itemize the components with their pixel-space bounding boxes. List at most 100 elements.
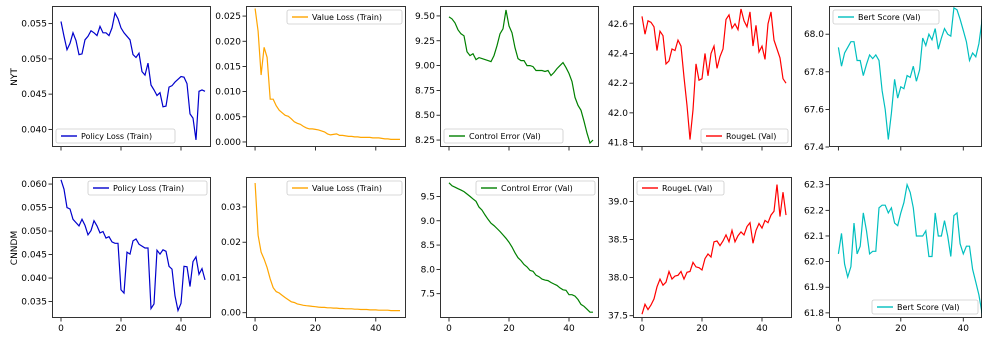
chart-9-legend: Bert Score (Val) — [871, 299, 979, 315]
chart-7-ytick-label: 8.0 — [421, 265, 436, 275]
chart-9-ytick-label: 62.3 — [804, 181, 824, 191]
chart-6-legend-box — [286, 180, 403, 196]
chart-1-legend: Value Loss (Train) — [286, 9, 403, 25]
chart-5-ytick-label: 0.060 — [21, 180, 47, 190]
chart-4-series-line — [837, 6, 982, 140]
chart-5-ytick-label: 0.055 — [21, 204, 47, 214]
chart-5-legend-label: Policy Loss (Train) — [113, 184, 184, 193]
chart-7-ytick-label: 9.5 — [421, 192, 435, 202]
chart-0-ytick-label: 0.040 — [21, 125, 47, 135]
chart-4-legend-label: Bert Score (Val) — [858, 13, 921, 22]
chart-9: 0 20 40 61.8 61.9 62.0 62.1 62.2 62.3 Bert Score … — [804, 177, 982, 334]
chart-1-ytick-label: 0.005 — [215, 113, 241, 123]
chart-9-ytick-label: 62.1 — [804, 232, 824, 242]
chart-8-ytick-label: 38.5 — [608, 235, 628, 245]
chart-0-series-line — [60, 11, 206, 140]
chart-9-ytick-label: 62.0 — [804, 258, 824, 268]
chart-5-ytick-label: 0.040 — [21, 274, 47, 284]
chart-2-series-line — [448, 9, 594, 145]
chart-6-xtick-label: 20 — [310, 324, 322, 334]
chart-5-ytick-label: 0.035 — [21, 298, 47, 308]
chart-9-legend-label: Bert Score (Val) — [897, 303, 960, 312]
chart-7-legend-label: Control Error (Val) — [501, 184, 573, 193]
chart-2-ytick-label: 9.25 — [415, 37, 435, 47]
chart-3: 41.8 42.0 42.2 42.4 42.6 RougeL (Val) — [608, 6, 792, 151]
chart-6-xtick-label: 40 — [370, 324, 382, 334]
chart-8-ytick-label: 37.5 — [608, 312, 628, 322]
chart-7-xtick-label: 0 — [446, 324, 452, 334]
chart-9-xtick-label: 40 — [958, 324, 970, 334]
chart-3-axes-frame — [633, 6, 792, 147]
chart-4-legend: Bert Score (Val) — [832, 9, 940, 25]
chart-7-axes-frame — [440, 177, 599, 318]
chart-8-legend-box — [636, 180, 725, 196]
chart-7-legend: Control Error (Val) — [475, 180, 596, 196]
chart-0-ytick-label: 0.050 — [21, 55, 47, 65]
chart-6-legend-label: Value Loss (Train) — [312, 184, 382, 193]
chart-8-ytick-label: 39.0 — [608, 197, 628, 207]
chart-2-ytick-label: 8.25 — [415, 136, 435, 146]
chart-1-ytick-label: 0.000 — [215, 138, 241, 148]
chart-5-series-line — [60, 179, 206, 313]
chart-2-ytick-label: 8.50 — [415, 111, 435, 121]
chart-0-legend-label: Policy Loss (Train) — [81, 132, 152, 141]
chart-7-series-line — [448, 182, 593, 313]
chart-3-legend: RougeL (Val) — [700, 128, 789, 144]
chart-2-ytick-label: 9.00 — [415, 62, 435, 72]
row-label-nyt: NYT — [10, 68, 20, 86]
chart-4-ytick-label: 67.8 — [804, 68, 824, 78]
chart-2-ytick-label: 8.75 — [415, 86, 435, 96]
chart-4-legend-box — [832, 9, 940, 25]
chart-2-legend-box — [443, 128, 564, 144]
chart-9-series-line — [837, 182, 982, 315]
chart-3-legend-label: RougeL (Val) — [726, 132, 776, 141]
chart-3-legend-box — [700, 128, 789, 144]
chart-9-legend-box — [871, 299, 979, 315]
chart-2-legend: Control Error (Val) — [443, 128, 564, 144]
chart-5-ytick-label: 0.045 — [21, 251, 47, 261]
chart-3-ytick-label: 42.6 — [608, 20, 628, 30]
chart-2-axes-frame — [440, 6, 599, 147]
chart-6-legend: Value Loss (Train) — [286, 180, 403, 196]
chart-7: 0 20 40 7.5 8.0 8.5 9.0 9.5 Control Error (Val) — [421, 177, 599, 334]
chart-6-series-line — [254, 182, 400, 312]
chart-8-xtick-label: 20 — [696, 324, 708, 334]
chart-0-ytick-label: 0.055 — [21, 20, 47, 30]
chart-8-legend-label: RougeL (Val) — [662, 184, 712, 193]
chart-6-ytick-label: 0.01 — [221, 273, 241, 283]
chart-8-xtick-label: 40 — [756, 324, 768, 334]
chart-8-axes-frame — [633, 177, 792, 318]
chart-1-ytick-label: 0.020 — [215, 37, 241, 47]
chart-2: 8.25 8.50 8.75 9.00 9.25 9.50 Control Error (V… — [415, 6, 599, 151]
chart-6-ytick-label: 0.03 — [221, 203, 241, 213]
row-label-cnndm: CNNDM — [10, 231, 20, 265]
chart-4-axes-frame — [829, 6, 982, 147]
chart-5-xtick-label: 0 — [58, 324, 64, 334]
chart-9-ytick-label: 61.9 — [804, 283, 824, 293]
chart-2-legend-label: Control Error (Val) — [469, 132, 541, 141]
chart-1-ytick-label: 0.025 — [215, 12, 241, 22]
chart-9-xtick-label: 20 — [895, 324, 907, 334]
chart-0-legend-box — [55, 128, 176, 144]
chart-9-ytick-label: 61.8 — [804, 309, 824, 319]
chart-0-legend: Policy Loss (Train) — [55, 128, 176, 144]
chart-1-ytick-label: 0.010 — [215, 88, 241, 98]
chart-6-axes-frame — [246, 177, 406, 318]
chart-4-ytick-label: 68.0 — [804, 30, 824, 40]
chart-9-ytick-label: 62.2 — [804, 206, 824, 216]
chart-5-ytick-label: 0.050 — [21, 227, 47, 237]
chart-0-axes-frame — [52, 6, 211, 147]
chart-3-ytick-label: 42.0 — [608, 109, 628, 119]
chart-6-ytick-label: 0.02 — [221, 238, 241, 248]
chart-6-xtick-label: 0 — [252, 324, 258, 334]
chart-7-xtick-label: 40 — [563, 324, 575, 334]
chart-1: 0.000 0.005 0.010 0.015 0.020 0.025 Value Loss… — [215, 6, 406, 151]
chart-3-ytick-label: 41.8 — [608, 139, 628, 149]
chart-8-series-line — [641, 184, 787, 315]
chart-5-legend: Policy Loss (Train) — [87, 180, 208, 196]
chart-8-xtick-label: 0 — [639, 324, 645, 334]
chart-0: 0.040 0.045 0.050 0.055 Policy Loss (Train) — [21, 6, 211, 151]
chart-1-legend-label: Value Loss (Train) — [312, 13, 382, 22]
chart-7-ytick-label: 7.5 — [421, 290, 435, 300]
